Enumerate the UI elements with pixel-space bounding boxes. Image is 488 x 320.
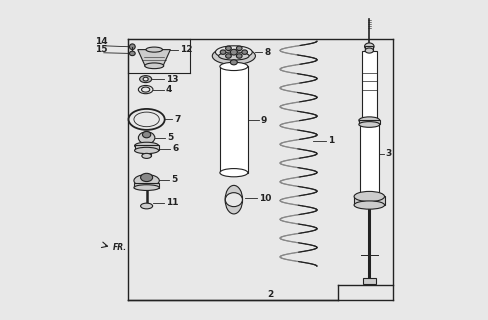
Ellipse shape <box>212 47 255 65</box>
Ellipse shape <box>142 132 151 138</box>
Polygon shape <box>138 50 170 66</box>
Bar <box>362 51 377 120</box>
Ellipse shape <box>128 109 164 130</box>
Bar <box>360 124 379 196</box>
Ellipse shape <box>134 175 159 187</box>
Bar <box>365 46 373 51</box>
Ellipse shape <box>129 51 135 56</box>
Ellipse shape <box>146 47 163 52</box>
Text: 5: 5 <box>171 175 178 184</box>
Ellipse shape <box>230 49 237 55</box>
Text: 6: 6 <box>172 144 179 153</box>
Ellipse shape <box>220 169 248 177</box>
Ellipse shape <box>215 46 252 59</box>
Ellipse shape <box>225 54 231 58</box>
Text: 2: 2 <box>267 290 273 299</box>
Ellipse shape <box>141 203 153 209</box>
Ellipse shape <box>142 153 151 158</box>
Ellipse shape <box>219 52 249 60</box>
Ellipse shape <box>236 46 242 51</box>
Ellipse shape <box>129 44 135 50</box>
Text: 4: 4 <box>166 85 172 94</box>
Bar <box>134 183 159 188</box>
Ellipse shape <box>220 62 248 70</box>
Text: 14: 14 <box>95 37 107 46</box>
Text: 3: 3 <box>386 149 392 158</box>
Text: 1: 1 <box>328 136 335 146</box>
Ellipse shape <box>225 185 243 214</box>
Ellipse shape <box>242 50 247 54</box>
Ellipse shape <box>230 60 237 65</box>
Bar <box>363 278 376 284</box>
Bar <box>220 67 248 173</box>
Ellipse shape <box>141 173 153 181</box>
Ellipse shape <box>359 122 380 127</box>
Ellipse shape <box>142 87 150 92</box>
Ellipse shape <box>135 142 159 149</box>
Text: 15: 15 <box>95 45 107 54</box>
Bar <box>135 145 159 150</box>
Text: 12: 12 <box>180 45 192 54</box>
Ellipse shape <box>225 46 231 51</box>
Ellipse shape <box>134 185 159 190</box>
Bar <box>359 120 380 124</box>
Ellipse shape <box>365 48 373 53</box>
Ellipse shape <box>134 112 159 127</box>
Ellipse shape <box>225 193 243 207</box>
Ellipse shape <box>139 85 153 94</box>
Text: FR.: FR. <box>113 243 127 252</box>
Ellipse shape <box>354 191 385 202</box>
Text: 5: 5 <box>167 133 173 142</box>
Bar <box>142 150 151 156</box>
Ellipse shape <box>354 201 385 209</box>
Text: 10: 10 <box>259 194 272 203</box>
Text: 11: 11 <box>166 198 179 207</box>
Ellipse shape <box>143 77 148 81</box>
Ellipse shape <box>135 147 159 154</box>
Text: 9: 9 <box>261 116 267 125</box>
Bar <box>354 196 385 205</box>
Ellipse shape <box>236 54 242 58</box>
Text: 13: 13 <box>166 75 179 84</box>
Ellipse shape <box>365 43 374 50</box>
Ellipse shape <box>140 76 152 83</box>
Text: 8: 8 <box>264 48 270 57</box>
Text: 7: 7 <box>174 115 180 124</box>
Ellipse shape <box>139 132 155 144</box>
Ellipse shape <box>145 63 164 69</box>
Ellipse shape <box>359 117 380 124</box>
Ellipse shape <box>220 50 226 54</box>
